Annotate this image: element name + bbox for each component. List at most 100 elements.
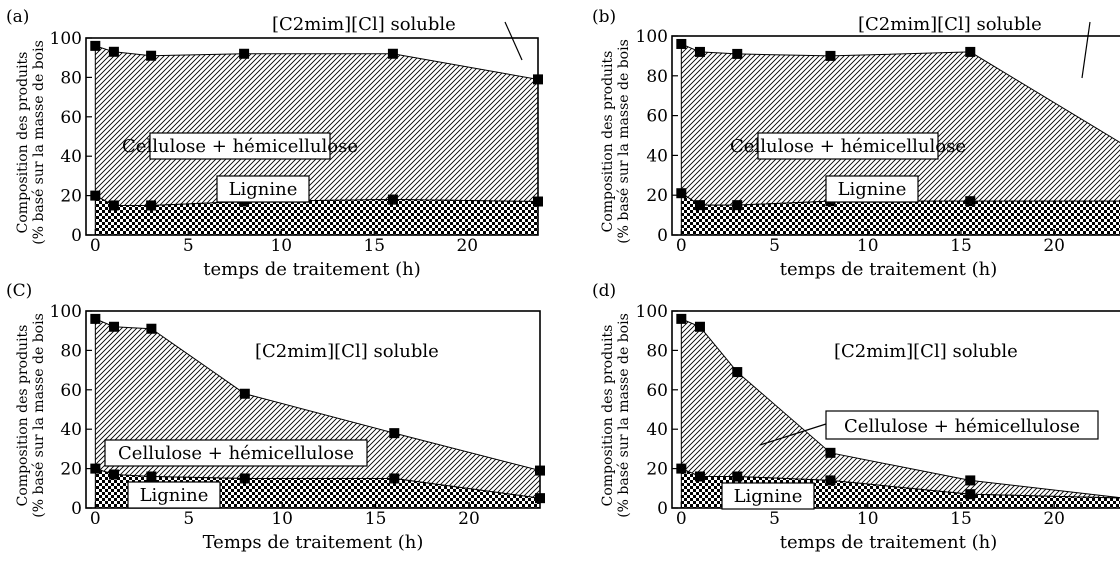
panel-label: (d) [592,281,616,301]
y-axis-label: Composition des produits [600,325,616,507]
cellulose-point [387,48,398,59]
lignin-point [676,188,687,199]
cellulose-point [108,46,119,57]
x-tick-label: 5 [769,236,780,256]
lignin-label-box [216,175,310,203]
plot-frame [671,310,1120,509]
label-leader-line [504,21,523,61]
lignin-point [90,463,101,474]
y-axis-label: Composition des produits [15,52,31,234]
panel-label: (b) [592,7,616,27]
x-tick-label: 0 [90,236,101,256]
y-tick-label: 80 [646,341,668,361]
cellulose-point [239,388,250,399]
x-axis-label: Temps de traitement (h) [203,532,424,553]
cellulose-point [965,46,976,57]
cellulose-label-box [757,132,939,160]
lignin-label-box [825,175,919,203]
x-tick-label: 10 [857,509,879,529]
x-tick-label: 5 [183,509,194,529]
x-tick-label: 10 [857,236,879,256]
cellulose-point [825,447,836,458]
y-tick-label: 40 [60,420,82,440]
cellulose-point [533,74,543,85]
lignin-label: Lignine [229,179,298,200]
soluble-region-label: [C2mim][Cl] soluble [858,14,1042,35]
lignin-point [90,190,101,201]
x-tick-label: 0 [676,236,687,256]
x-axis-label: temps de traitement (h) [780,532,997,553]
panel-label: (C) [6,281,32,301]
lignin-point [108,200,119,211]
y-axis-label: (% basé sur la masse de bois [31,40,47,245]
y-tick-label: 40 [646,420,668,440]
x-tick-label: 15 [950,509,972,529]
y-tick-label: 0 [657,499,668,519]
cellulose-label: Cellulose + hémicellulose [122,136,358,157]
cellulose-point [146,50,157,61]
soluble-region-label: [C2mim][Cl] soluble [272,14,456,35]
lignin-point [387,194,398,205]
chart-panel-4: 0 20 40 60 80 100 0 5 10 15 20 temps de traitement … [592,281,1120,553]
x-tick-label: 15 [363,236,385,256]
cellulose-area [94,45,539,206]
y-tick-label: 100 [50,302,82,322]
cellulose-label-box [149,132,331,160]
y-axis-label: (% basé sur la masse de bois [31,313,47,518]
y-tick-label: 0 [71,226,82,246]
x-tick-label: 15 [950,236,972,256]
y-tick-label: 40 [60,147,82,167]
cellulose-label: Cellulose + hémicellulose [844,416,1080,437]
cellulose-point [694,46,705,57]
y-tick-label: 80 [60,68,82,88]
lignin-label-box [721,482,815,510]
plot-frame [85,37,539,236]
x-tick-label: 20 [458,509,480,529]
lignin-label-box [127,481,221,509]
panel-label: (a) [6,7,29,27]
x-tick-label: 5 [183,236,194,256]
y-axis-label: (% basé sur la masse de bois [616,39,632,244]
lignin-label: Lignine [838,179,907,200]
cellulose-point [389,428,400,439]
y-tick-label: 20 [646,460,668,480]
label-leader-line [1081,21,1091,79]
y-axis-label: Composition des produits [600,51,616,233]
cellulose-label-box [825,410,1099,440]
cellulose-point [146,323,157,334]
lignin-label: Lignine [734,486,803,507]
lignin-point [965,196,976,207]
x-tick-label: 0 [90,509,101,529]
y-axis-label: Composition des produits [15,325,31,507]
x-tick-label: 20 [1043,236,1065,256]
x-tick-label: 15 [365,509,387,529]
x-axis-label: temps de traitement (h) [780,259,997,280]
y-axis-label: (% basé sur la masse de bois [616,313,632,518]
soluble-region-label: [C2mim][Cl] soluble [834,341,1018,362]
lignin-point [732,200,743,211]
lignin-point [533,196,543,207]
y-tick-label: 40 [646,146,668,166]
cellulose-label: Cellulose + hémicellulose [118,443,354,464]
cellulose-point [109,321,120,332]
y-tick-label: 60 [646,381,668,401]
x-tick-label: 20 [456,236,478,256]
cellulose-point [676,313,687,324]
x-tick-label: 10 [271,509,293,529]
cellulose-point [90,313,101,324]
lignin-point [694,200,705,211]
cellulose-point [732,367,743,378]
cellulose-point [965,475,976,486]
lignin-point [389,473,400,484]
cellulose-point [90,40,101,51]
lignin-point [732,471,743,482]
y-tick-label: 60 [60,108,82,128]
cellulose-point [535,465,545,476]
chart-panel-2: 0 20 40 60 80 100 0 5 10 15 20 temps de traitement … [592,7,1120,280]
x-tick-label: 20 [1043,509,1065,529]
lignin-point [694,471,705,482]
chart-panel-1: 0 20 40 60 80 100 0 5 10 15 20 temps de traitement … [6,7,543,280]
y-tick-label: 60 [646,107,668,127]
y-tick-label: 0 [71,499,82,519]
